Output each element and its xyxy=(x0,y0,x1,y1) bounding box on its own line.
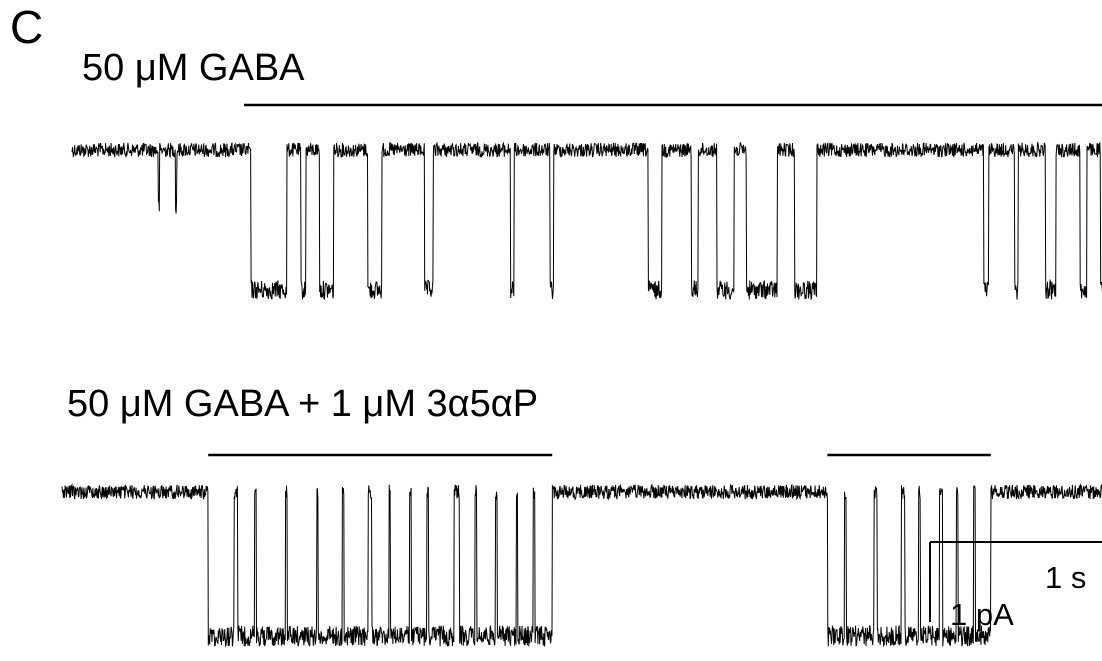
trace-label-gaba-steroid: 50 μM GABA + 1 μM 3α5αP xyxy=(67,383,539,425)
application-bars-layer xyxy=(208,103,1102,457)
scale-bar xyxy=(929,541,1102,622)
scale-bar-time-label: 1 s xyxy=(1045,560,1087,595)
current-trace-2 xyxy=(61,483,1102,648)
panel-letter: C xyxy=(10,1,44,53)
scale-bar-current-label: 1 pA xyxy=(950,597,1014,632)
trace-label-gaba: 50 μM GABA xyxy=(82,47,305,89)
current-trace-1 xyxy=(71,141,1102,301)
traces-layer xyxy=(61,141,1102,648)
